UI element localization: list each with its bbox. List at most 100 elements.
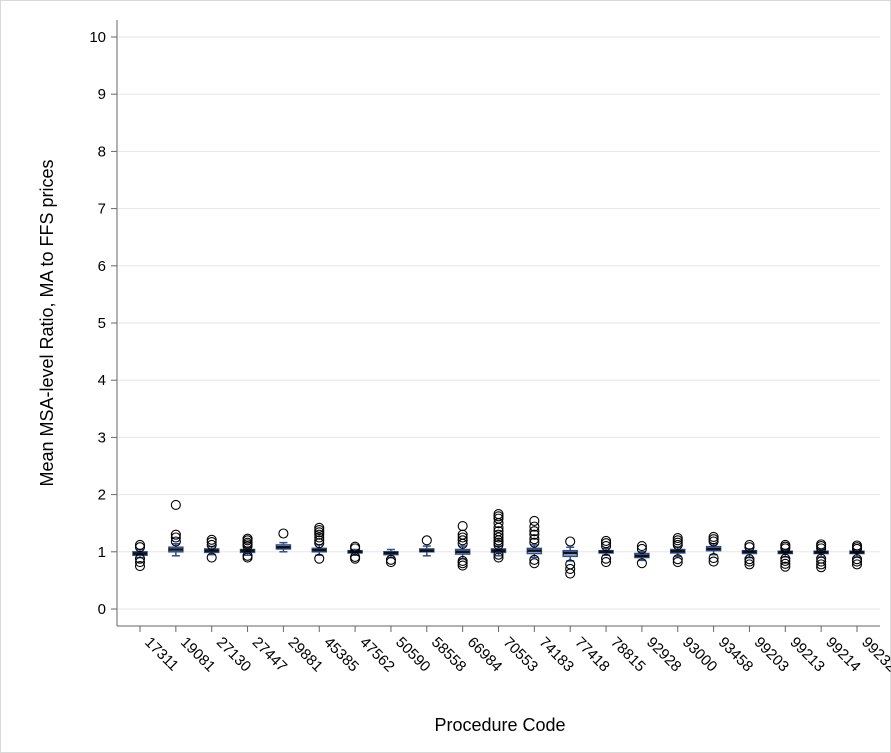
outlier-point	[493, 552, 504, 563]
box-78815	[598, 535, 614, 568]
x-tick-label: 99232	[858, 634, 891, 676]
outlier-point	[242, 533, 253, 544]
x-tick-label: 78815	[607, 634, 649, 676]
outlier-point	[493, 529, 504, 540]
y-tick-label: 7	[98, 201, 106, 218]
x-tick-label: 77418	[571, 634, 613, 676]
box-47562	[347, 541, 363, 564]
outlier-point	[744, 554, 755, 565]
outlier-point	[780, 561, 791, 572]
outlier-point	[278, 528, 289, 539]
boxes	[132, 499, 865, 579]
y-tick-label: 0	[98, 601, 106, 618]
outlier-point	[708, 556, 719, 567]
box-93458	[705, 531, 722, 567]
x-tick-label: 74183	[536, 634, 578, 676]
outlier-point	[636, 543, 647, 554]
outlier-point	[529, 529, 540, 540]
outlier-point	[457, 555, 468, 567]
outlier-point	[600, 535, 612, 546]
outlier-point	[565, 536, 576, 547]
outlier-point	[206, 539, 217, 550]
outlier-point	[385, 557, 397, 568]
outlier-point	[708, 531, 719, 542]
x-tick-label: 66984	[464, 634, 506, 676]
outlier-point	[636, 541, 647, 552]
y-ticks: 0 1 2 3 4 5 6 7 8 9 10	[89, 29, 117, 618]
outlier-point	[816, 553, 827, 564]
outlier-point	[816, 556, 827, 567]
outlier-point	[314, 522, 325, 533]
x-tick-label: 70553	[500, 634, 542, 676]
y-tick-label: 8	[98, 143, 106, 160]
outlier-point	[170, 529, 181, 540]
x-tick-label: 27130	[213, 634, 255, 676]
outlier-point	[780, 553, 791, 564]
outlier-point	[493, 511, 504, 522]
outlier-point	[565, 559, 576, 570]
outlier-point	[780, 558, 791, 569]
outlier-point	[529, 558, 540, 569]
outlier-point	[242, 550, 253, 561]
outlier-point	[170, 499, 181, 510]
outlier-point	[206, 534, 217, 545]
x-tick-label: 99203	[751, 634, 793, 676]
outlier-point	[385, 554, 397, 565]
outlier-point	[457, 521, 468, 532]
outlier-point	[170, 536, 181, 547]
outlier-point	[529, 534, 540, 545]
x-tick-label: 29881	[285, 634, 327, 676]
box-99214	[813, 539, 829, 573]
outlier-point	[565, 563, 576, 575]
x-tick-label: 93458	[715, 634, 757, 676]
box-74183	[526, 515, 543, 569]
outlier-point	[314, 553, 325, 564]
outlier-point	[851, 540, 863, 551]
outlier-point	[206, 552, 217, 563]
box-29881	[275, 528, 292, 553]
box-92928	[634, 541, 650, 569]
outlier-point	[314, 535, 325, 546]
outlier-point	[600, 553, 612, 564]
box-58558	[419, 535, 435, 557]
x-tick-label: 17311	[141, 634, 182, 675]
y-tick-label: 4	[98, 372, 106, 389]
box-77418	[562, 536, 578, 579]
outlier-point	[134, 557, 146, 568]
box-17311	[132, 539, 148, 572]
outlier-point	[851, 559, 863, 570]
outlier-point	[421, 535, 432, 546]
x-tick-label: 93000	[679, 634, 721, 676]
outlier-point	[529, 521, 540, 532]
outlier-point	[457, 535, 468, 546]
outlier-point	[636, 558, 647, 569]
outlier-point	[457, 532, 468, 543]
box-93000	[670, 533, 686, 568]
x-tick-label: 47562	[356, 634, 398, 676]
outlier-point	[529, 526, 540, 537]
outlier-point	[457, 558, 468, 569]
x-tick-label: 45385	[320, 634, 362, 676]
outlier-point	[170, 532, 181, 543]
outlier-point	[314, 532, 325, 543]
x-tick-label: 58558	[428, 634, 470, 676]
x-tick-label: 99214	[822, 634, 864, 676]
box-27130	[203, 534, 220, 563]
outlier-point	[600, 557, 612, 568]
y-tick-label: 3	[98, 429, 106, 446]
outlier-point	[816, 559, 827, 570]
outlier-point	[529, 515, 540, 526]
box-99203	[741, 539, 758, 570]
x-tick-label: 19081	[177, 634, 219, 676]
box-99232	[849, 540, 865, 570]
box-66984	[454, 521, 471, 571]
outlier-point	[350, 541, 361, 552]
outlier-point	[851, 554, 863, 565]
outlier-point	[493, 532, 504, 543]
outlier-point	[493, 508, 504, 520]
y-tick-label: 6	[98, 258, 106, 275]
outlier-point	[744, 539, 755, 550]
outlier-point	[134, 553, 146, 564]
